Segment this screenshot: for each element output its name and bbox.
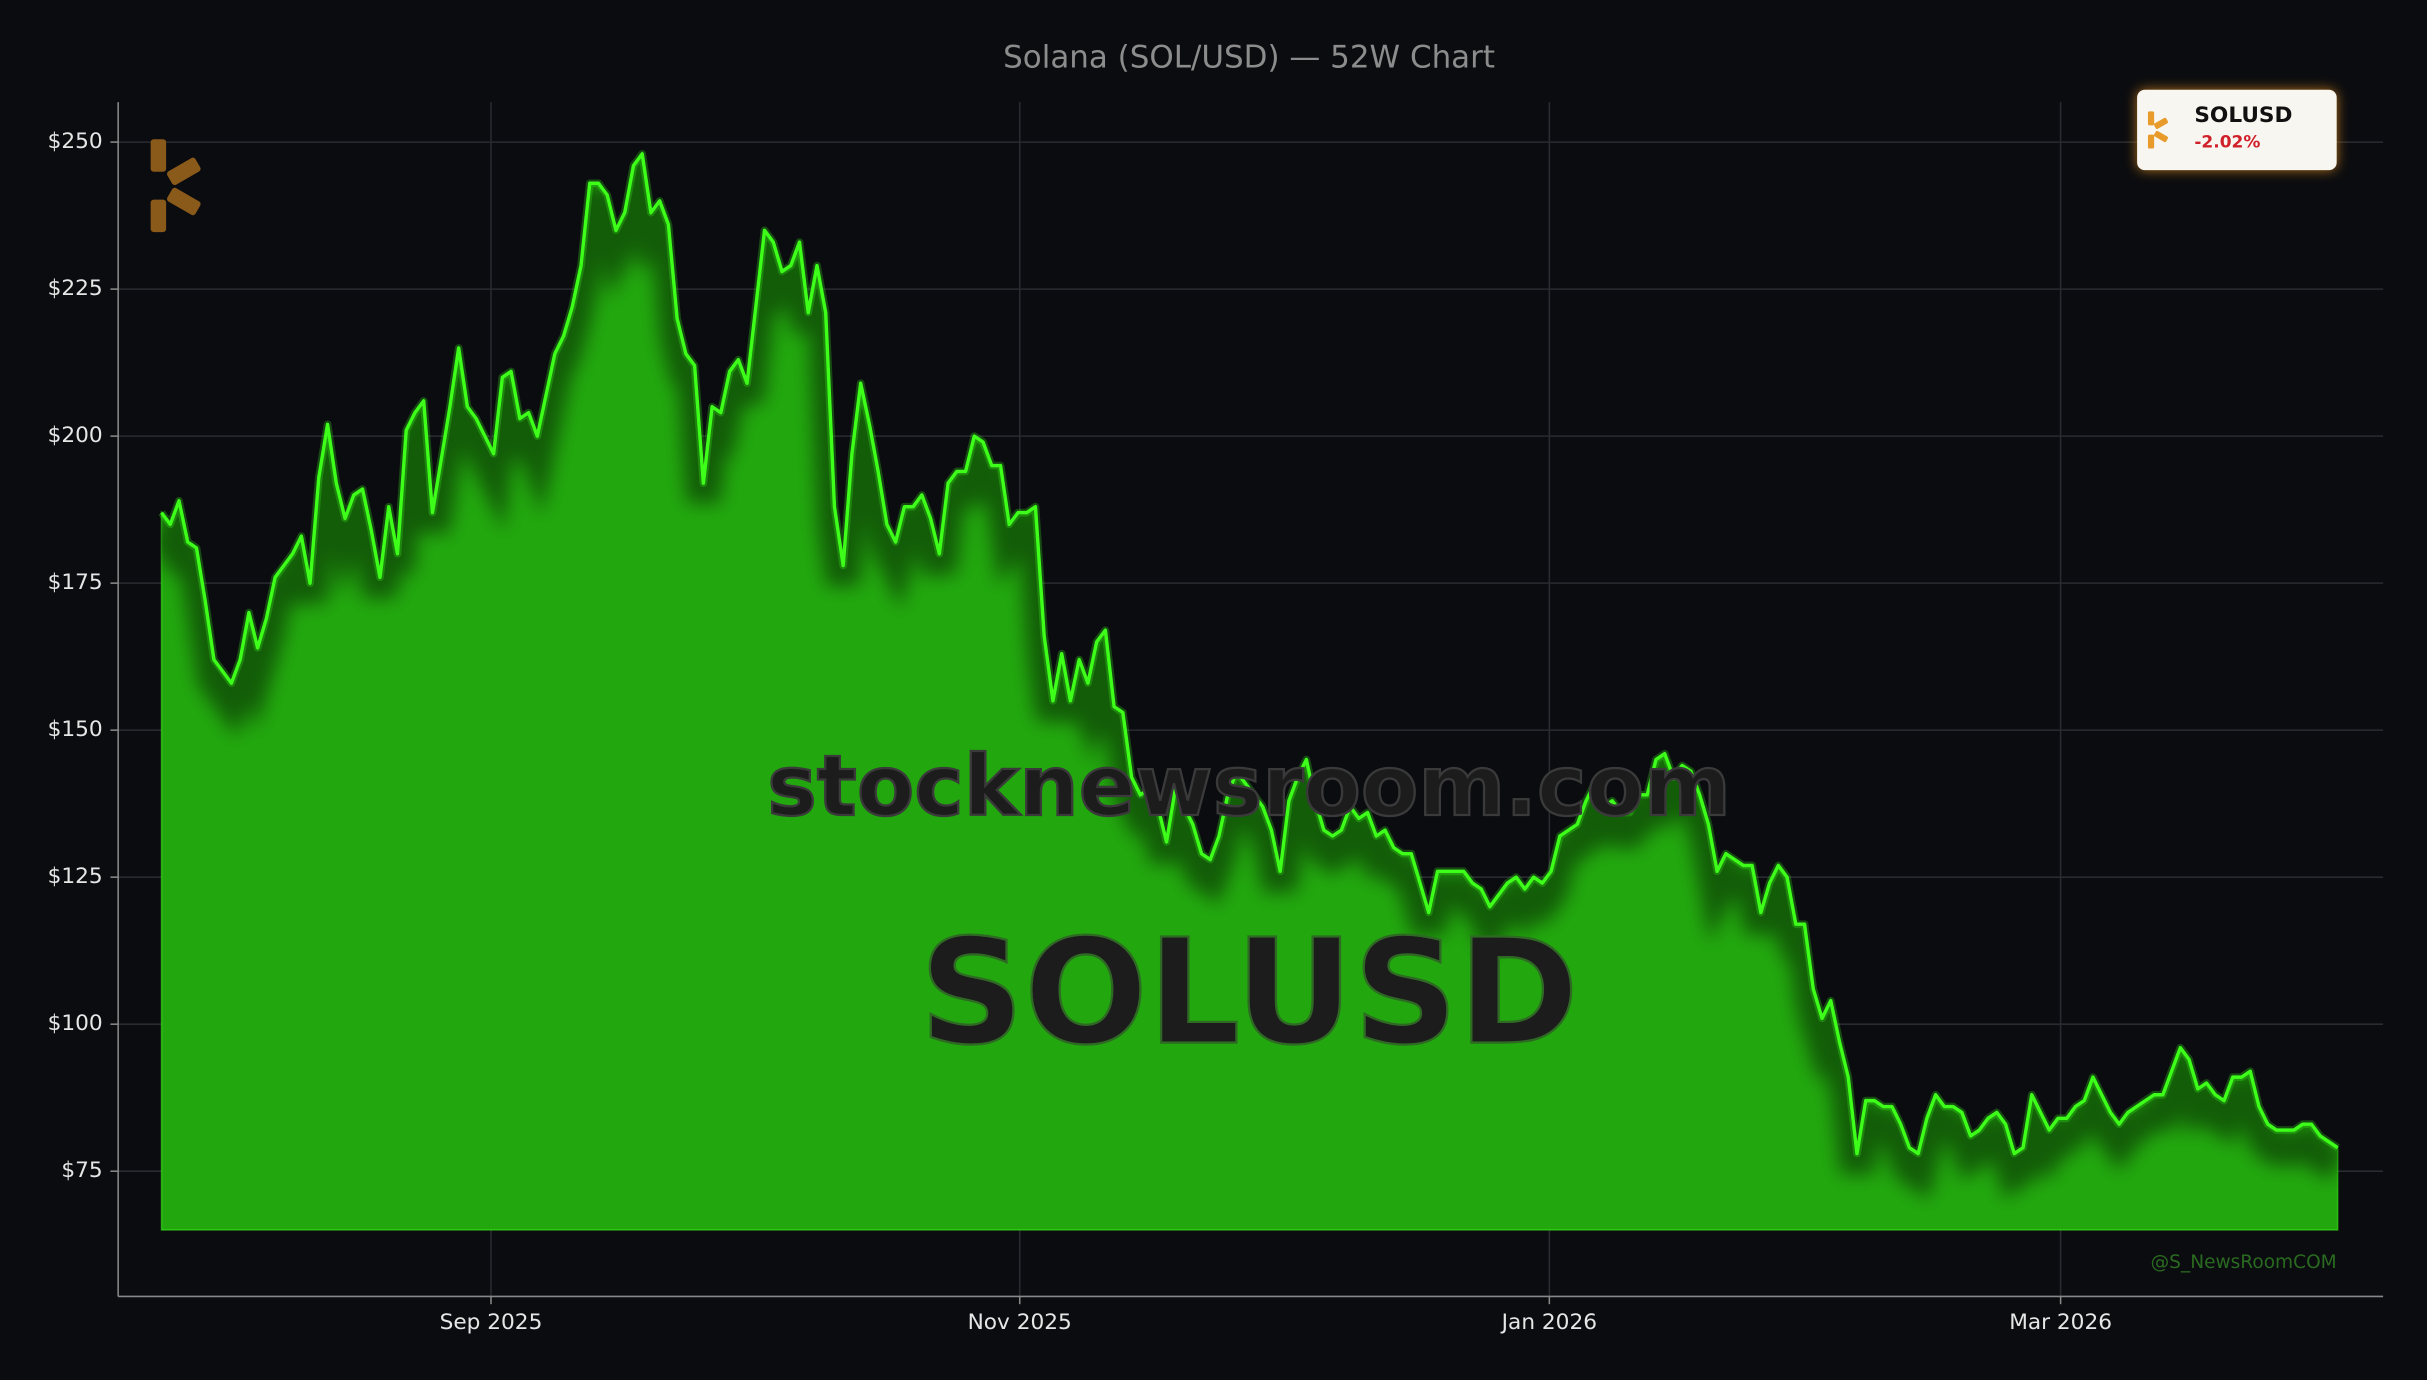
line-shadow (161, 153, 2338, 1200)
x-tick-label: Sep 2025 (440, 1310, 543, 1335)
badge-logo (2147, 111, 2168, 149)
y-tick-label: $100 (48, 1011, 103, 1036)
y-tick-label: $75 (61, 1158, 102, 1183)
line (160, 152, 2339, 1156)
watermark-site: stocknewsroom.com (767, 737, 1731, 835)
y-tick-label: $225 (48, 276, 103, 301)
y-tick-label: $200 (48, 423, 103, 448)
x-tick-label: Nov 2025 (968, 1310, 1072, 1335)
logo (150, 139, 201, 233)
plot (158, 149, 2340, 1231)
badge: SOLUSD -2.02% (2137, 89, 2337, 171)
y-tick-label: $250 (48, 129, 103, 154)
chart-title: Solana (SOL/USD) — 52W Chart (1003, 39, 1495, 75)
badge-symbol: SOLUSD (2194, 103, 2292, 128)
line-shadow-group (161, 153, 2338, 1200)
x-tick-label: Jan 2026 (1500, 1310, 1597, 1335)
ticks: $75 $100 $125 $150 $175 $200 $225 $250 Sep 2025 N… (48, 129, 2112, 1335)
badge-box (2137, 89, 2337, 171)
y-tick-label: $150 (48, 717, 103, 742)
watermark-handle: @S_NewsRoomCOM (2151, 1252, 2337, 1273)
y-tick-label: $175 (48, 570, 103, 595)
badge-change: -2.02% (2194, 132, 2260, 152)
y-tick-label: $125 (48, 864, 103, 889)
watermark-symbol: SOLUSD (919, 909, 1578, 1078)
x-tick-label: Mar 2026 (2009, 1310, 2112, 1335)
